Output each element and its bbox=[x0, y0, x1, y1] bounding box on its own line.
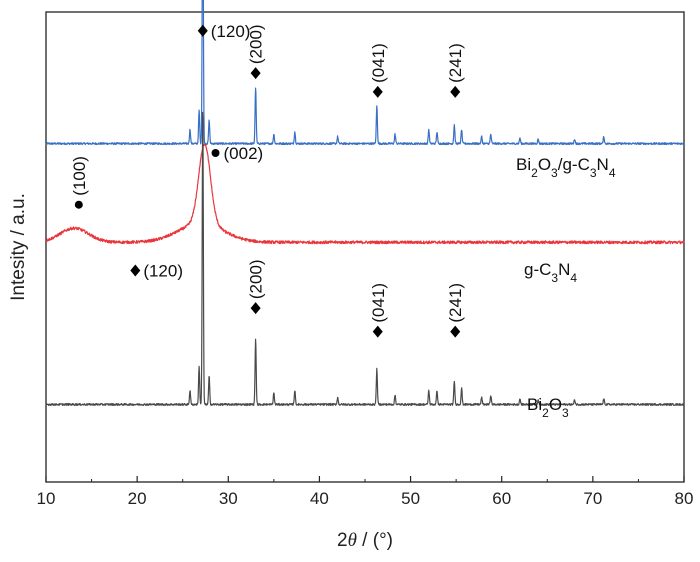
series-label: Bi2O3/g-C3N4 bbox=[516, 155, 616, 180]
peak-annotation: (200) bbox=[247, 24, 266, 80]
peak-annotation: (241) bbox=[446, 283, 465, 338]
peak-annotation: (120) bbox=[130, 262, 183, 281]
diamond-marker bbox=[130, 264, 141, 277]
peak-label: (200) bbox=[247, 24, 266, 64]
diamond-marker bbox=[372, 85, 383, 98]
x-tick-label: 80 bbox=[675, 489, 694, 508]
series-line-1 bbox=[45, 143, 685, 245]
series-layer bbox=[45, 0, 685, 406]
peak-label: (241) bbox=[446, 43, 465, 83]
series-line-2 bbox=[45, 111, 685, 406]
peak-label: (120) bbox=[211, 22, 251, 41]
x-tick-label: 70 bbox=[583, 489, 602, 508]
x-tick-label: 40 bbox=[310, 489, 329, 508]
x-tick-label: 30 bbox=[219, 489, 238, 508]
x-tick-label: 20 bbox=[128, 489, 147, 508]
x-tick-label: 50 bbox=[401, 489, 420, 508]
y-axis-title: Intesity / a.u. bbox=[8, 193, 29, 301]
dot-marker bbox=[211, 149, 220, 157]
peak-label: (100) bbox=[70, 156, 89, 196]
x-tick-label: 10 bbox=[37, 489, 56, 508]
series-line-0 bbox=[45, 0, 685, 146]
peak-label: (041) bbox=[369, 43, 388, 83]
peak-label: (002) bbox=[224, 144, 264, 163]
diamond-marker bbox=[450, 325, 461, 338]
peak-label: (200) bbox=[247, 259, 266, 299]
peak-label: (041) bbox=[369, 283, 388, 323]
peak-annotations: (120)(200) (041) (241)(002)(100)(120) (200)… bbox=[70, 22, 465, 338]
peak-annotation: (200) bbox=[247, 259, 266, 315]
series-label: Bi2O3 bbox=[527, 395, 569, 420]
peak-label: (241) bbox=[446, 283, 465, 323]
peak-annotation: (120) bbox=[197, 22, 251, 41]
plot-frame bbox=[45, 11, 685, 483]
diamond-marker bbox=[250, 302, 261, 315]
x-axis-ticks: 10 20 30 40 50 60 70 80 bbox=[37, 476, 694, 508]
diamond-marker bbox=[197, 24, 208, 37]
diamond-marker bbox=[450, 85, 461, 98]
series-labels: Bi2O3/g-C3N4 g-C3N4 Bi2O3 bbox=[516, 155, 616, 420]
peak-label: (120) bbox=[143, 262, 183, 281]
peak-annotation: (002) bbox=[211, 144, 264, 163]
x-tick-label: 60 bbox=[492, 489, 511, 508]
peak-annotation: (041) bbox=[369, 43, 388, 98]
peak-annotation: (241) bbox=[446, 43, 465, 98]
dot-marker bbox=[74, 200, 83, 209]
x-axis-title: 2θ / (°) bbox=[337, 530, 393, 551]
series-label: g-C3N4 bbox=[524, 260, 577, 285]
diamond-marker bbox=[372, 325, 383, 338]
peak-annotation: (041) bbox=[369, 283, 388, 338]
peak-annotation: (100) bbox=[70, 156, 89, 209]
diamond-marker bbox=[250, 67, 261, 80]
